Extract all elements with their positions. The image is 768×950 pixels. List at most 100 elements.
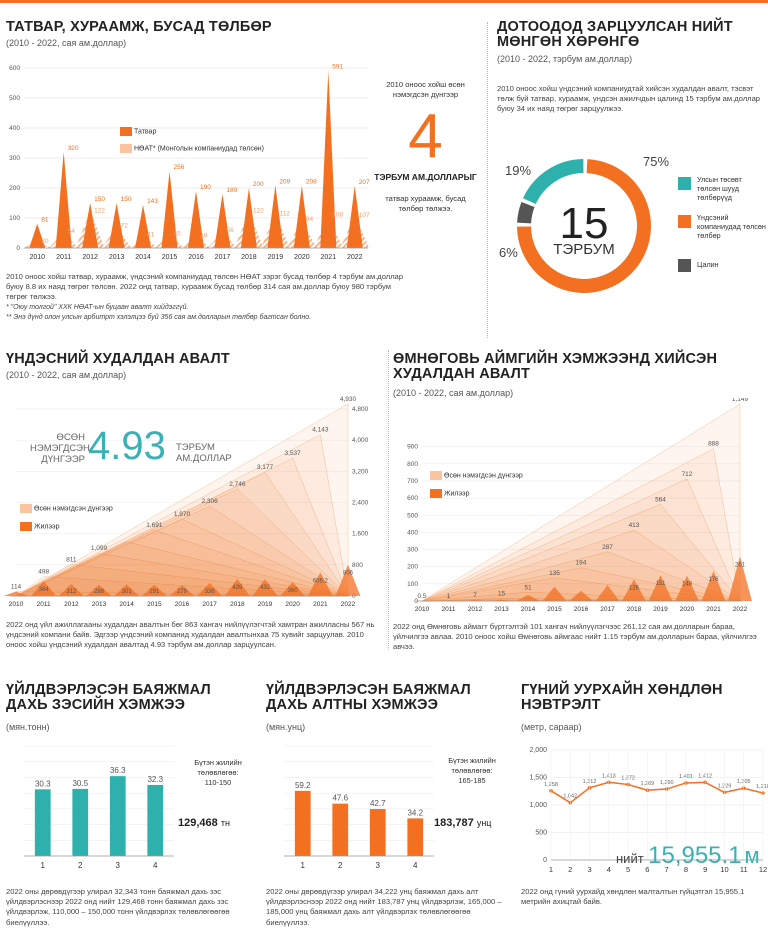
taxes-caption: 2010 оноос хойш татвар, хураамж, үндсэни… (6, 272, 404, 302)
vat-data-label: 108 (332, 212, 343, 219)
vat-data-label: 72 (121, 222, 129, 229)
np-legend-2: Жилээр (20, 522, 60, 531)
x-tick-label: 1 (549, 865, 553, 874)
annual-data-label: 291 (149, 589, 160, 595)
vat-data-label: 122 (253, 207, 264, 214)
y-tick-label: 400 (9, 125, 20, 132)
lateral-caption: 2022 онд гүний уурхайд хөндлөн малталтын… (521, 887, 745, 907)
y-tick-label: 500 (9, 95, 20, 102)
x-tick-label: 3 (376, 861, 381, 870)
x-tick-label: 2019 (653, 606, 668, 613)
x-tick-label: 2018 (230, 601, 245, 608)
x-tick-label: 2017 (215, 254, 231, 261)
x-tick-label: 5 (626, 865, 630, 874)
cumulative-data-label: 1,691 (146, 522, 163, 529)
annual-mark (335, 564, 361, 596)
annual-mark (141, 584, 167, 596)
y-tick-label: 800 (407, 461, 418, 468)
x-tick-label: 1 (301, 861, 306, 870)
national-procurement-subtitle: (2010 - 2022, сая ам.доллар) (6, 370, 127, 380)
x-tick-label: 6 (645, 865, 649, 874)
vat-data-label: 54 (68, 228, 76, 235)
cumulative-data-label: 287 (602, 544, 613, 551)
annual-data-label: 126 (629, 585, 640, 591)
y-tick-label: 100 (407, 581, 418, 588)
donut-pct-2: 75% (643, 154, 669, 169)
x-tick-label: 2021 (321, 254, 337, 261)
tax-data-label: 208 (306, 179, 317, 186)
lateral-unit: (метр, сараар) (521, 722, 582, 732)
vat-data-label: 56 (226, 227, 234, 234)
y-tick-label: 500 (535, 830, 547, 837)
donut-slice-companies (517, 159, 651, 293)
annual-mark (114, 584, 140, 596)
np-highlight-right: ТЭРБУМ АМ.ДОЛЛАР (176, 442, 232, 464)
annual-mark (675, 575, 699, 601)
y-tick-label: 1,500 (529, 775, 547, 782)
taxes-title: ТАТВАР, ХУРААМЖ, БУСАД ТӨЛБӨР (6, 19, 272, 35)
y-tick-label: 2,400 (352, 499, 369, 506)
cumulative-data-label: 7 (473, 592, 477, 599)
copper-title: ҮЙЛДВЭРЛЭСЭН БАЯЖМАЛ ДАХЬ ЗЭСИЙН ХЭМЖЭЭ (6, 682, 211, 713)
x-tick-label: 11 (740, 865, 748, 874)
annual-mark (86, 584, 112, 596)
cumulative-data-label: 3,177 (257, 464, 274, 471)
tax-mark (320, 70, 337, 248)
x-tick-label: 12 (759, 865, 767, 874)
bar-data-label: 34.2 (407, 808, 423, 817)
donut-pct-1: 19% (505, 163, 531, 178)
x-tick-label: 2012 (64, 601, 79, 608)
annual-mark (169, 585, 195, 596)
tax-mark (267, 185, 284, 248)
x-tick-label: 2014 (119, 601, 134, 608)
x-tick-label: 2018 (241, 254, 257, 261)
domestic-spend-caption: 2010 оноос хойш үндсэний компаниудтай хи… (497, 84, 761, 114)
y-tick-label: 4,800 (352, 406, 369, 413)
x-tick-label: 2016 (188, 254, 204, 261)
bar (34, 789, 51, 856)
np-highlight-value: 4.93 (88, 424, 166, 468)
y-tick-label: 400 (407, 529, 418, 536)
tax-mark (55, 152, 72, 248)
annual-data-label: 288 (94, 589, 105, 595)
cumulative-data-label: 3,537 (285, 450, 302, 457)
y-tick-label: 4,000 (352, 437, 369, 444)
tax-data-label: 180 (226, 187, 237, 194)
gold-unit: (мян.унц) (266, 722, 306, 732)
x-tick-label: 2013 (494, 606, 509, 613)
domestic-spend-title: ДОТООДОД ЗАРЦУУЛСАН НИЙТ МӨНГӨН ХӨРӨНГӨ (497, 19, 733, 50)
tax-mark (82, 203, 99, 248)
taxes-big-number: 4 (408, 102, 443, 171)
bar (332, 803, 349, 856)
cumulative-data-label: 114 (11, 584, 22, 591)
y-tick-label: 900 (407, 444, 418, 451)
cumulative-data-label: 888 (708, 441, 719, 448)
annual-mark (252, 579, 278, 596)
cumulative-data-label: 15 (498, 590, 506, 597)
donut-center-unit: ТЭРБУМ (553, 241, 614, 258)
vat-data-label: 107 (359, 212, 370, 219)
bar (294, 790, 311, 856)
tax-mark (214, 194, 231, 248)
annual-mark (648, 575, 673, 601)
annual-data-label: 151 (655, 581, 666, 587)
cumulative-data-label: 2,306 (202, 498, 219, 505)
x-tick-label: 2010 (29, 254, 45, 261)
cumulative-data-label: 194 (576, 560, 587, 567)
x-tick-label: 2018 (627, 606, 642, 613)
x-tick-label: 3 (587, 865, 591, 874)
annual-mark (569, 590, 593, 601)
cumulative-data-label: 712 (682, 471, 693, 478)
tax-data-label: 150 (121, 196, 132, 203)
cumulative-data-label: 4,143 (312, 427, 329, 434)
x-tick-label: 2011 (37, 601, 51, 608)
cumulative-data-label: 1,099 (91, 545, 108, 552)
y-tick-label: 300 (407, 547, 418, 554)
series-line (550, 781, 764, 804)
bar-data-label: 36.3 (110, 766, 126, 775)
y-tick-label: 200 (9, 185, 20, 192)
cumulative-data-label: 564 (655, 496, 666, 503)
donut-slice-budget (523, 159, 584, 205)
annual-mark (280, 581, 306, 596)
y-tick-label: 500 (407, 512, 418, 519)
